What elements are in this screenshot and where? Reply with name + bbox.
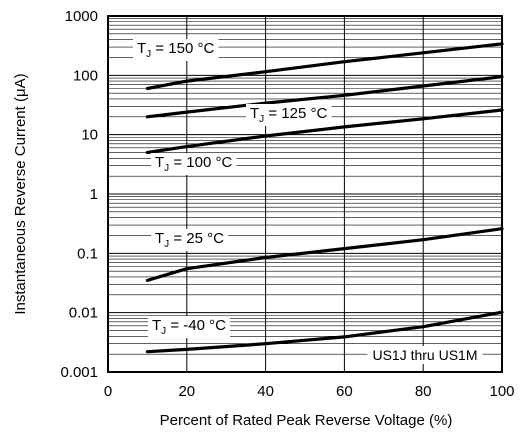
series-label-subscript: J — [146, 49, 151, 60]
device-annotation-text: US1J thru US1M — [372, 347, 477, 363]
series-label: TJ = -40 °C — [148, 316, 231, 338]
series-label-text: TJ = 125 °C — [250, 105, 327, 125]
series-label: TJ = 125 °C — [246, 104, 332, 126]
series-label-rest: = 150 °C — [151, 40, 214, 57]
series-label-rest: = 100 °C — [169, 154, 232, 171]
x-tick-label: 80 — [415, 383, 432, 400]
series-label-main: T — [250, 105, 259, 122]
y-tick-label: 0.01 — [69, 305, 98, 322]
x-axis-title: Percent of Rated Peak Reverse Voltage (%… — [160, 412, 453, 429]
tick-labels: 0 20 40 60 80 100 0.001 0.01 0.1 1 10 100 1000 — [60, 8, 514, 400]
series-label-background — [133, 39, 219, 61]
series-label-main: T — [155, 154, 164, 171]
series-line — [145, 42, 504, 91]
x-tick-label: 0 — [104, 383, 112, 400]
series-label-background — [151, 153, 237, 175]
x-tick-label: 40 — [257, 383, 274, 400]
series-label-subscript: J — [161, 326, 166, 337]
y-tick-label: 100 — [73, 67, 98, 84]
series-label-background — [246, 104, 332, 126]
y-tick-label: 0.001 — [60, 364, 98, 381]
series-line — [145, 310, 504, 354]
plot-frame — [107, 15, 503, 373]
y-tick-label: 0.1 — [77, 245, 98, 262]
series-label-main: T — [137, 40, 146, 57]
series-label-rest: = 125 °C — [264, 105, 327, 122]
x-tick-label: 20 — [178, 383, 195, 400]
series-lines — [145, 42, 504, 354]
series-labels: TJ = 150 °CTJ = 125 °CTJ = 100 °CTJ = 25… — [133, 39, 483, 364]
series-line — [145, 108, 504, 155]
series-label: TJ = 150 °C — [133, 39, 219, 61]
series-label-background — [148, 316, 231, 338]
series-label-text: TJ = 150 °C — [137, 40, 214, 60]
series-label-subscript: J — [259, 114, 264, 125]
series-label-rest: = -40 °C — [166, 317, 226, 334]
series-label-main: T — [155, 230, 164, 247]
series-label-rest: = 25 °C — [169, 230, 224, 247]
series-label-text: TJ = 25 °C — [155, 230, 224, 250]
series-label: TJ = 25 °C — [151, 229, 229, 251]
series-label: TJ = 100 °C — [151, 153, 237, 175]
device-annotation-background — [367, 346, 483, 364]
series-label-subscript: J — [164, 163, 169, 174]
plot-border — [107, 15, 503, 373]
series-label-subscript: J — [164, 239, 169, 250]
series-label-text: TJ = -40 °C — [152, 317, 226, 337]
y-axis-title: Instantaneous Reverse Current (μA) — [12, 73, 29, 314]
series-line — [145, 227, 504, 282]
series-label-main: T — [152, 317, 161, 334]
series-line — [145, 75, 504, 119]
series-label-background — [151, 229, 229, 251]
x-tick-label: 100 — [489, 383, 514, 400]
y-tick-label: 1 — [90, 186, 98, 203]
series-label-text: TJ = 100 °C — [155, 154, 232, 174]
y-tick-label: 10 — [81, 127, 98, 144]
device-annotation: US1J thru US1M — [367, 346, 483, 364]
x-tick-label: 60 — [336, 383, 353, 400]
y-tick-label: 1000 — [65, 8, 98, 25]
